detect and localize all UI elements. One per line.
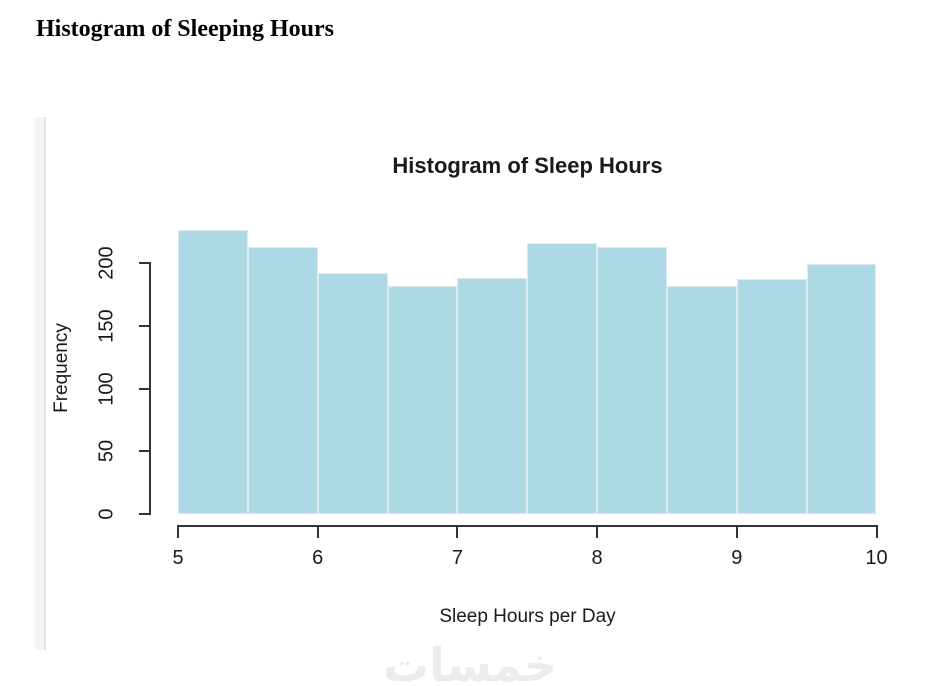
x-tick-mark <box>177 525 179 538</box>
y-axis-line <box>149 262 151 515</box>
x-tick-mark <box>456 525 459 538</box>
y-tick-label: 100 <box>95 371 118 406</box>
y-tick-label: 50 <box>95 440 118 463</box>
y-tick-mark <box>139 324 150 327</box>
chart-title: Histogram of Sleep Hours <box>392 153 663 178</box>
x-axis-line <box>177 525 878 527</box>
histogram-bar <box>666 285 737 514</box>
watermark-khamsat: خمسات <box>382 638 558 686</box>
histogram-bar <box>806 264 877 514</box>
histogram-bar <box>597 246 667 514</box>
y-axis-label: Frequency <box>51 323 72 413</box>
histogram-bar <box>527 242 598 514</box>
page-title: Histogram of Sleeping Hours <box>36 16 334 42</box>
x-tick-label: 10 <box>865 547 888 569</box>
histogram-bar <box>178 230 248 514</box>
y-tick-mark <box>139 387 150 390</box>
histogram-bar <box>247 246 318 514</box>
histogram-bar <box>387 285 458 514</box>
histogram-bar <box>317 273 388 514</box>
x-tick-mark <box>596 525 599 538</box>
x-tick-mark <box>735 525 738 538</box>
left-scrollbar[interactable] <box>35 117 46 650</box>
x-tick-label: 5 <box>172 547 184 569</box>
y-tick-label: 150 <box>95 309 118 343</box>
y-tick-mark <box>139 513 150 515</box>
y-tick-mark <box>139 262 150 264</box>
y-tick-label: 0 <box>95 508 118 520</box>
y-tick-mark <box>139 450 150 453</box>
histogram-bar <box>457 278 528 514</box>
x-tick-label: 8 <box>591 547 603 569</box>
y-tick-label: 200 <box>95 246 118 280</box>
x-tick-label: 7 <box>451 547 463 569</box>
x-tick-label: 6 <box>312 547 324 569</box>
x-axis-label: Sleep Hours per Day <box>439 606 616 627</box>
x-tick-mark <box>875 525 878 538</box>
histogram-bar <box>736 279 807 514</box>
x-tick-mark <box>316 525 319 538</box>
x-tick-label: 9 <box>731 547 743 569</box>
